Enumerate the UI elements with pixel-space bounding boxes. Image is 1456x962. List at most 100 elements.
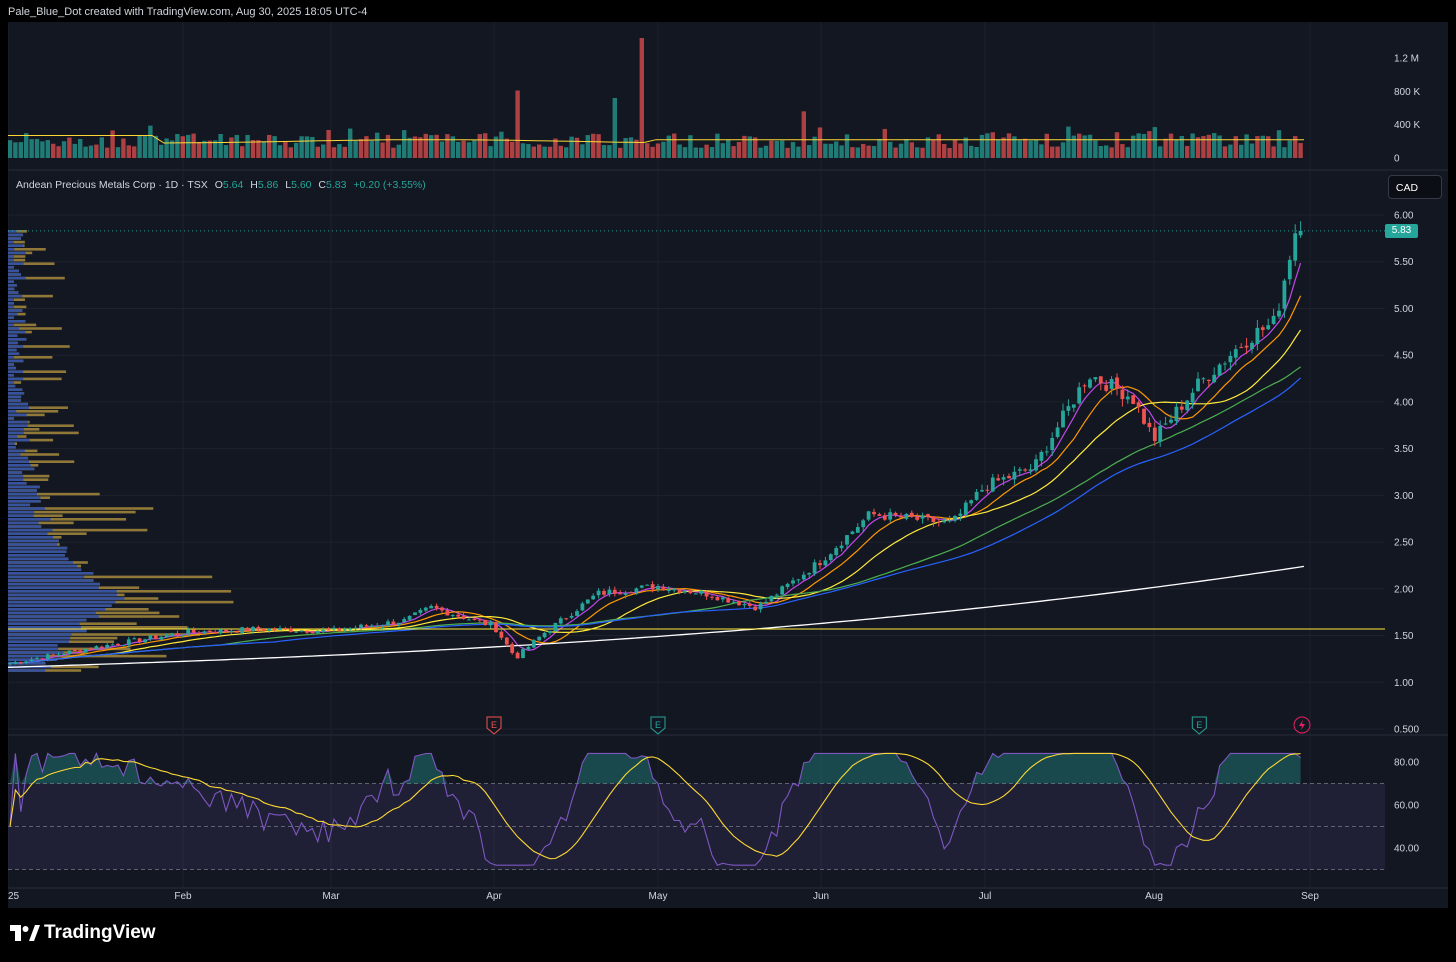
volume-profile-row [8,644,58,647]
volume-profile-row [8,309,23,312]
low-value: 5.60 [291,179,312,191]
volume-bar [1163,138,1168,158]
time-tick-label: 2025 [8,891,20,902]
volume-bar [888,141,893,158]
volume-profile-row [8,564,78,568]
tradingview-logo-icon [10,925,40,941]
candle-body [218,629,223,634]
price-tick-label: 0.500 [1394,725,1419,736]
candle-body [267,628,272,631]
candle-body [1250,342,1254,350]
volume-bar [1093,140,1098,158]
currency-button[interactable]: CAD [1388,175,1442,199]
volume-bar [915,147,920,158]
volume-bar [1233,136,1238,158]
volume-profile-row [8,276,65,280]
chart-svg[interactable]: E E E 1.2 M 800 K 400 K 0 6.00 5.50 5.00 4.50 4.00… [8,22,1448,908]
candle-body [504,637,509,645]
volume-profile-row [8,438,30,442]
volume-profile-row [8,590,232,593]
time-tick-label: Jun [813,891,829,902]
volume-profile-row [8,532,48,535]
price-tick-label: 1.00 [1394,678,1414,689]
candle-body [1206,379,1211,382]
volume-bar [256,140,261,158]
volume-profile-row [8,410,17,413]
volume-profile-row [8,626,188,629]
volume-bar [412,136,418,158]
volume-bar [18,142,23,158]
volume-profile-row [8,237,21,240]
volume-bar [1109,147,1114,158]
volume-bar [969,145,974,158]
candle-body [726,598,731,603]
candle-body [969,500,974,504]
volume-profile-row [8,561,73,564]
volume-bar [650,146,655,158]
volume-profile-row [8,665,99,669]
volume-bar [153,135,158,158]
candle-body [764,601,768,604]
volume-bar [990,132,995,158]
volume-bar [88,145,94,158]
candle-body [315,631,320,634]
candle-body [801,574,806,580]
volume-profile-row [8,647,131,651]
volume-bar [56,146,61,158]
candle-body [645,584,650,586]
close-value: 5.83 [326,179,347,191]
volume-profile-row [8,449,25,453]
volume-bar [348,128,353,158]
volume-profile-row [8,510,35,514]
candle-body [413,612,417,616]
attribution-text: Pale_Blue_Dot created with TradingView.c… [8,6,368,18]
volume-bar [958,143,963,158]
volume-bar [83,146,88,158]
candle-body [429,605,434,609]
volume-profile-row [8,262,55,265]
volume-bar [834,141,839,158]
volume-bar [369,140,374,158]
candle-body [585,599,590,604]
candle-body [904,513,909,519]
volume-profile-row [8,258,14,262]
candle-body [909,512,914,517]
volume-bar [299,136,304,158]
volume-bar [250,140,256,158]
volume-bar [148,125,153,158]
volume-bar [331,147,337,158]
candle-body [656,586,660,590]
volume-bar [974,147,979,158]
candle-body [234,631,239,633]
volume-bar [137,135,142,158]
candle-body [256,627,261,630]
volume-bar [553,138,558,158]
moving-average-line [9,262,1302,664]
candle-body [769,595,774,602]
volume-profile-row [8,518,127,521]
candle-body [958,513,963,516]
volume-bar [612,98,617,158]
candle-body [126,639,131,646]
chart-panel[interactable]: E E E 1.2 M 800 K 400 K 0 6.00 5.50 5.00 4.50 4.00… [8,22,1448,908]
volume-bar [375,132,380,158]
volume-profile-row [8,366,17,370]
volume-bar [472,140,477,158]
candle-body [110,644,115,646]
volume-profile-row [8,485,40,489]
volume-bar [240,146,245,158]
candle-body [348,628,353,630]
candle-body [62,654,66,656]
candle-body [186,629,191,634]
candle-body [1131,395,1136,404]
rsi-pane [8,751,1385,870]
volume-profile-row [8,633,200,636]
volume-bar [402,130,407,158]
volume-profile-row [8,388,23,391]
volume-bar [763,145,769,158]
volume-profile-row [8,460,75,463]
candle-body [1179,406,1184,410]
high-value: 5.86 [257,179,279,191]
price-tick-label: 3.00 [1394,491,1414,502]
volume-profile-row [8,600,116,604]
